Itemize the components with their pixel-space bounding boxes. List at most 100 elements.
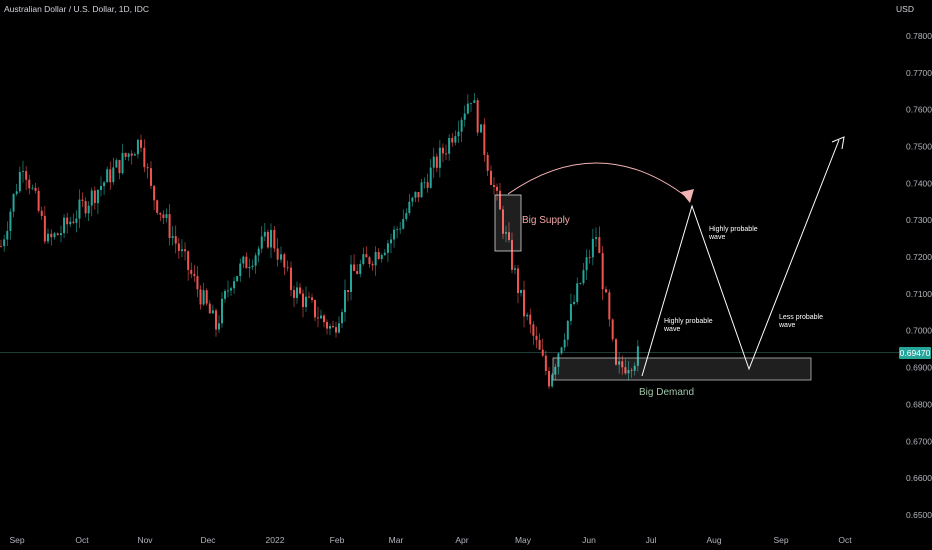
candle-body <box>254 255 257 266</box>
candle-body <box>199 289 202 305</box>
candle-body <box>480 124 482 133</box>
currency-label: USD <box>896 4 914 14</box>
candle-body <box>473 100 476 103</box>
candle-body <box>566 320 569 340</box>
candle-body <box>560 347 563 354</box>
candle-body <box>535 335 538 340</box>
last-price-tag <box>899 347 931 359</box>
candle-body <box>517 268 519 294</box>
candle-body <box>87 205 90 214</box>
candle-body <box>3 239 6 247</box>
candle-body <box>28 179 31 189</box>
candle-body <box>598 237 601 254</box>
candle-body <box>353 264 356 272</box>
projected-wave-path <box>641 139 840 377</box>
candle-body <box>538 339 541 350</box>
candle-body <box>359 264 362 274</box>
candle-body <box>529 314 532 325</box>
candle-body <box>230 288 232 291</box>
wave-label-2: Highly probable wave <box>708 226 758 241</box>
candle-body <box>143 147 146 168</box>
candle-body <box>193 273 196 277</box>
candle-body <box>399 228 402 230</box>
candle-body <box>432 156 435 168</box>
candle-body <box>576 283 579 302</box>
candle-body <box>624 367 627 374</box>
candle-body <box>511 239 513 270</box>
candle-body <box>311 297 313 301</box>
candle-body <box>344 290 346 313</box>
x-tick-label: Oct <box>75 535 89 545</box>
candle-body <box>435 156 438 168</box>
candle-body <box>109 169 112 183</box>
candle-body <box>502 209 504 234</box>
candle-body <box>69 221 72 225</box>
candle-body <box>100 186 102 190</box>
candle-body <box>305 296 307 308</box>
candle-body <box>544 355 547 371</box>
candle-body <box>386 243 389 253</box>
candle-body <box>177 243 180 251</box>
candle-body <box>84 200 87 214</box>
candle-body <box>227 290 229 292</box>
candle-body <box>608 292 611 320</box>
candle-body <box>239 263 242 277</box>
candle-body <box>136 139 139 155</box>
candle-body <box>50 233 53 238</box>
candle-body <box>417 191 420 198</box>
candle-body <box>103 182 106 187</box>
candle-body <box>248 266 251 269</box>
candle-body <box>299 287 301 294</box>
x-tick-label: Apr <box>455 535 468 545</box>
x-tick-label: Nov <box>137 535 153 545</box>
last-price-label: 0.69470 <box>900 348 931 358</box>
candle-body <box>520 289 522 294</box>
candle-body <box>184 249 187 252</box>
demand-zone <box>552 357 812 381</box>
candle-body <box>335 327 337 333</box>
candle-body <box>156 200 159 213</box>
wave-label-1: Highly probable wave <box>663 318 713 333</box>
candle-body <box>514 268 516 270</box>
candle-body <box>56 233 59 236</box>
supply-curve-arrow <box>507 162 689 199</box>
candle-body <box>579 283 582 284</box>
demand-zone-label: Big Demand <box>639 387 694 398</box>
candle-body <box>460 119 463 132</box>
candle-body <box>408 201 411 214</box>
candle-body <box>40 210 43 216</box>
candle-body <box>350 264 352 292</box>
candle-body <box>314 300 316 318</box>
x-tick-label: Oct <box>838 535 852 545</box>
candle-body <box>34 187 37 191</box>
candle-body <box>448 138 451 154</box>
candle-body <box>96 189 99 204</box>
candle-body <box>317 317 319 319</box>
candle-body <box>153 185 156 201</box>
candle-body <box>569 304 572 321</box>
candle-body <box>221 298 223 324</box>
candle-body <box>257 248 260 256</box>
time-axis: Sep Oct Nov Dec 2022 Feb Mar Apr May Jun Jul Aug Sep… <box>9 535 852 545</box>
candle-body <box>60 233 62 236</box>
candle-body <box>548 370 550 387</box>
candle-body <box>411 197 414 202</box>
candle-body <box>233 281 236 289</box>
candle-body <box>296 287 298 298</box>
candle-body <box>508 232 510 240</box>
candle-body <box>159 212 162 215</box>
candle-body <box>332 326 334 328</box>
candle-body <box>414 191 417 198</box>
candle-body <box>573 301 576 305</box>
x-tick-label: Aug <box>706 535 721 545</box>
candle-body <box>611 319 614 340</box>
candle-body <box>630 370 633 371</box>
candle-body <box>323 315 325 323</box>
